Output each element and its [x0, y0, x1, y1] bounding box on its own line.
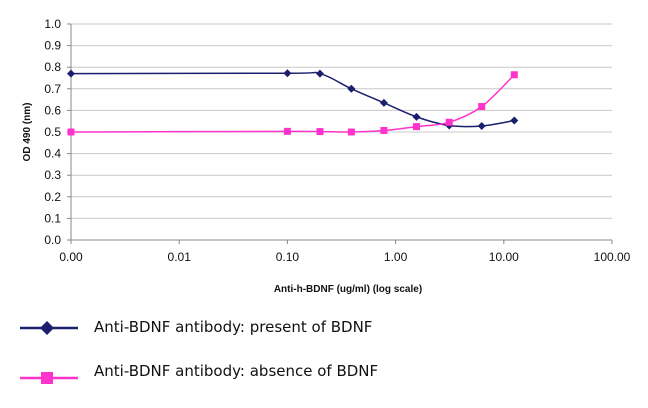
legend-label-present: Anti-BDNF antibody: present of BDNF	[94, 318, 373, 336]
data-point-diamond	[315, 69, 324, 78]
od-chart: 0.00.10.20.30.40.50.60.70.80.91.0 0.00 0.…	[22, 17, 631, 295]
data-point-square	[412, 123, 420, 131]
y-tick-label: 0.2	[44, 190, 61, 204]
legend-swatch-absence	[20, 372, 78, 384]
y-tick-label: 0.4	[44, 147, 61, 161]
gridlines	[71, 23, 612, 219]
x-tick-label: 0.10	[276, 250, 300, 264]
legend-swatch-present	[20, 321, 78, 335]
data-point-square	[316, 128, 324, 136]
legend-item-absence: Anti-BDNF antibody: absence of BDNF	[0, 358, 648, 398]
legend-item-present: Anti-BDNF antibody: present of BDNF	[0, 308, 648, 348]
y-tick-label: 0.7	[44, 82, 61, 96]
data-point-diamond	[510, 116, 519, 125]
data-point-diamond	[347, 84, 356, 93]
data-point-diamond	[283, 69, 292, 78]
data-point-square	[283, 127, 291, 135]
x-tick-label: 0.01	[168, 250, 192, 264]
series-layer	[67, 69, 519, 136]
y-tick-label: 0.8	[44, 60, 61, 74]
y-tick-label: 0.5	[44, 125, 61, 139]
y-tick-label: 0.1	[44, 211, 61, 225]
y-tick-label: 0.9	[44, 39, 61, 53]
series-line-1	[70, 71, 515, 128]
data-point-diamond	[477, 121, 486, 130]
data-point-diamond	[67, 69, 75, 78]
x-tick-label: 0.00	[59, 250, 83, 264]
data-point-square	[478, 103, 486, 111]
data-point-square	[380, 126, 388, 134]
legend-diamond-marker-icon	[40, 321, 54, 335]
y-tick-label: 0.0	[44, 233, 61, 247]
x-tick-label: 100.00	[594, 250, 631, 264]
legend-square-marker-icon	[41, 372, 53, 384]
y-axis-title: OD 490 (nm)	[22, 103, 33, 162]
x-tick-label: 10.00	[489, 250, 519, 264]
data-point-square	[347, 128, 355, 136]
data-point-diamond	[379, 98, 388, 107]
x-axis-ticks: 0.00 0.01 0.10 1.00 10.00 100.00	[59, 240, 631, 264]
y-tick-label: 0.6	[44, 103, 61, 117]
data-point-square	[445, 118, 453, 126]
y-axis-ticks: 0.0 0.1 0.2 0.3 0.4 0.5 0.6 0.7 0.8 0.9 1.0	[44, 17, 71, 247]
data-point-square	[510, 71, 518, 79]
legend-label-absence: Anti-BDNF antibody: absence of BDNF	[94, 362, 379, 380]
data-point-diamond	[412, 112, 421, 121]
data-point-square	[67, 128, 75, 136]
y-tick-label: 0.3	[44, 168, 61, 182]
x-tick-label: 1.00	[384, 250, 408, 264]
x-axis-title: Anti-h-BDNF (ug/ml) (log scale)	[274, 284, 422, 295]
series-line-2	[70, 74, 515, 133]
y-tick-label: 1.0	[44, 17, 61, 31]
